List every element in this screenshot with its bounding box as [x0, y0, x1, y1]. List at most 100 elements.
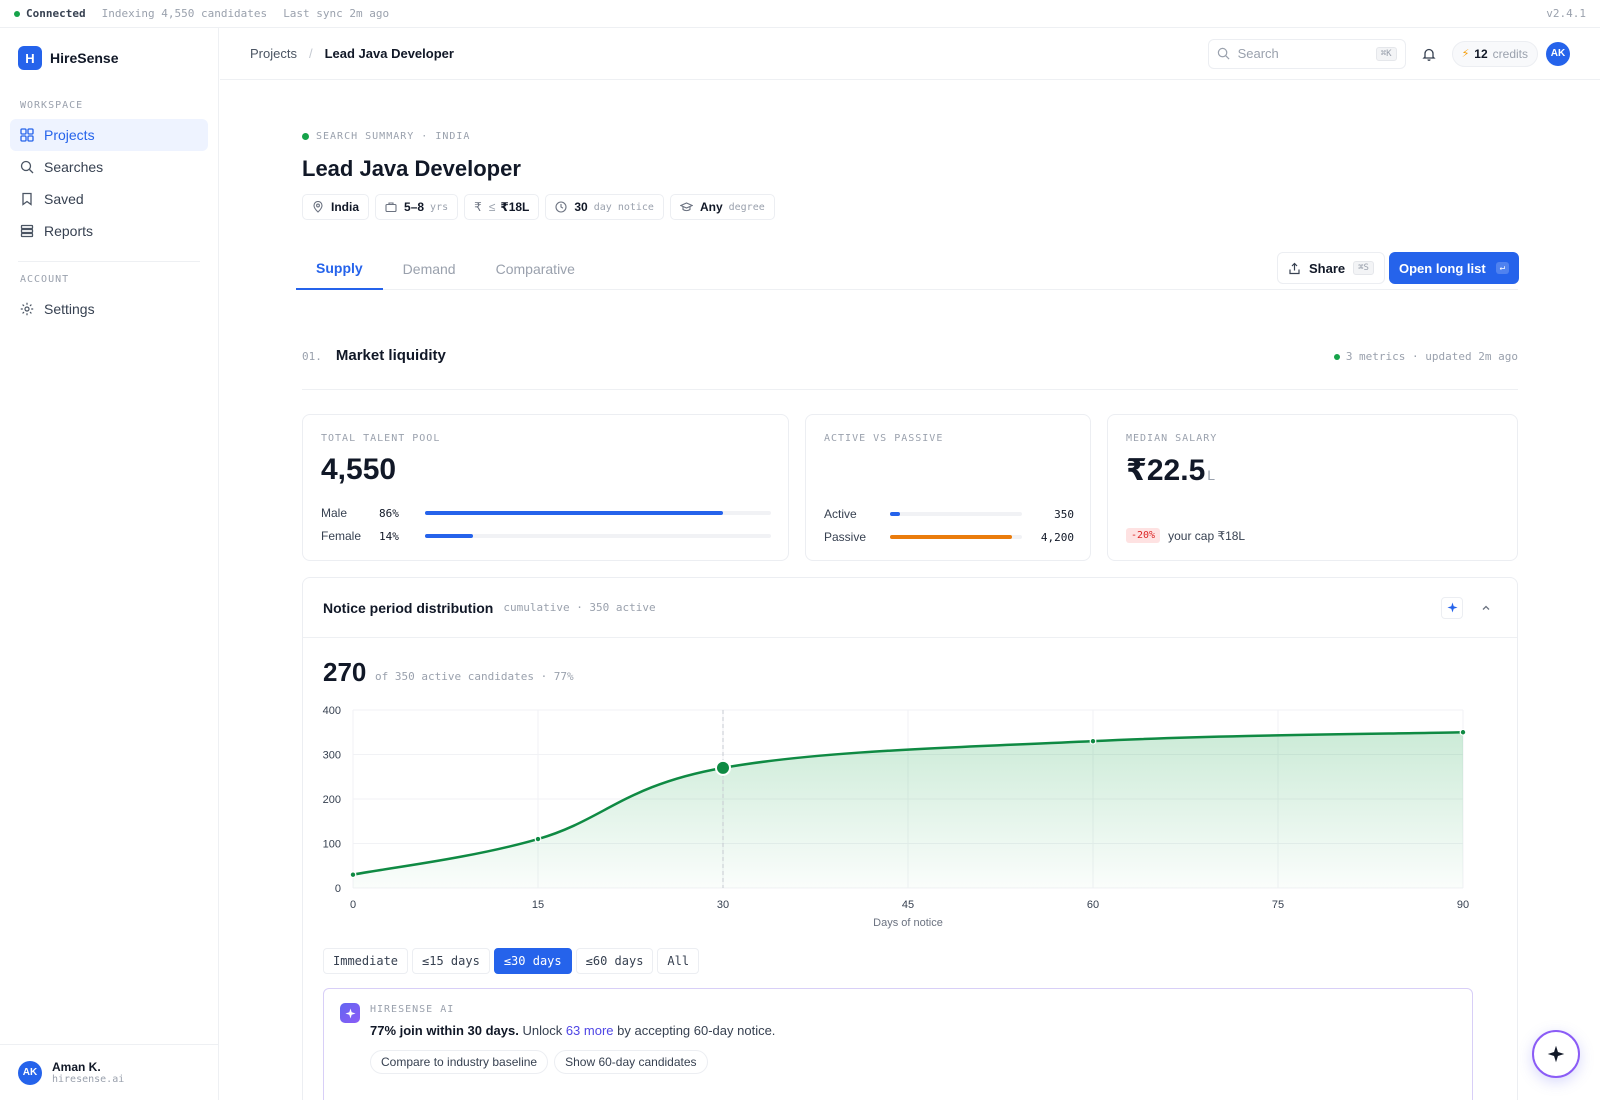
data-point[interactable]: [534, 835, 542, 843]
highlight-point[interactable]: [715, 759, 731, 776]
data-point[interactable]: [1459, 728, 1467, 736]
x-tick-label: 60: [1087, 899, 1099, 911]
connection-status: Connected: [26, 7, 86, 20]
search-input[interactable]: Search ⌘K: [1207, 38, 1406, 69]
chip-experience-value: 5–8: [404, 200, 425, 214]
notice-highlight-caption: of 350 active candidates · 77%: [375, 670, 574, 683]
filter-60-days[interactable]: ≤60 days: [575, 948, 654, 974]
open-long-list-button[interactable]: Open long list ↵: [1389, 252, 1520, 284]
section-number: 01.: [302, 350, 322, 363]
filter-15-days[interactable]: ≤15 days: [412, 948, 490, 974]
notifications-button[interactable]: [1414, 39, 1444, 69]
user-org: hiresense.ai: [52, 1074, 125, 1085]
notice-header: Notice period distribution cumulative · …: [303, 578, 1517, 638]
user-name: Aman K.: [52, 1060, 101, 1074]
breadcrumb-projects[interactable]: Projects: [250, 46, 297, 61]
chip-degree-unit: degree: [728, 201, 765, 213]
graduation-cap-icon: [679, 201, 693, 213]
row-label: Active: [824, 507, 857, 521]
filter-immediate[interactable]: Immediate: [323, 948, 409, 974]
summary-label: SEARCH SUMMARY · INDIA: [302, 131, 470, 142]
user-profile[interactable]: AK Aman K. hiresense.ai: [0, 1044, 218, 1100]
sidebar-item-reports[interactable]: Reports: [10, 215, 208, 247]
summary-label-text: SEARCH SUMMARY · INDIA: [316, 131, 471, 142]
chart-points: [349, 728, 1467, 879]
y-tick-label: 0: [335, 883, 341, 895]
chart-xlabel: Days of notice: [873, 917, 943, 929]
data-point[interactable]: [1089, 737, 1097, 745]
ai-assistant-button[interactable]: [1532, 1030, 1580, 1078]
user-avatar[interactable]: AK: [1546, 41, 1570, 66]
female-progress-track: [425, 534, 771, 538]
row-label: Male: [321, 506, 348, 520]
grid-icon: [20, 128, 34, 142]
tab-supply[interactable]: Supply: [296, 248, 383, 290]
ai-insight-text: 77% join within 30 days. Unlock 63 more …: [370, 1023, 775, 1038]
notice-filters: Immediate ≤15 days ≤30 days ≤60 days All: [323, 948, 703, 974]
filter-30-days[interactable]: ≤30 days: [493, 948, 572, 974]
chart-line: [352, 731, 1464, 876]
collapse-button[interactable]: [1475, 597, 1497, 619]
row-label: Female: [321, 529, 362, 543]
passive-row: Passive 4,200: [824, 530, 1074, 544]
sidebar-item-saved[interactable]: Saved: [10, 183, 208, 215]
brand-logo: H: [18, 46, 42, 70]
search-icon: [20, 160, 34, 174]
section-meta-text: 3 metrics · updated 2m ago: [1345, 350, 1518, 363]
ai-sparkle-icon: [340, 1003, 360, 1023]
sidebar-item-searches[interactable]: Searches: [10, 151, 208, 183]
share-button[interactable]: Share ⌘S: [1277, 252, 1385, 284]
compare-baseline-button[interactable]: Compare to industry baseline: [370, 1050, 549, 1074]
sidebar-item-label: Settings: [44, 301, 95, 317]
chip-salary[interactable]: ₹ ≤ ₹18L: [464, 194, 540, 220]
tab-comparative[interactable]: Comparative: [495, 261, 575, 277]
sidebar-item-label: Reports: [44, 223, 94, 239]
brand[interactable]: H HireSense: [0, 28, 218, 88]
median-salary-card: MEDIAN SALARY ₹22.5 L -20% your cap ₹18L: [1107, 414, 1518, 561]
section-status-dot: [1333, 353, 1340, 360]
criteria-chips: India 5–8 yrs ₹ ≤ ₹18L 30 day notice Any…: [302, 194, 781, 220]
male-progress-track: [425, 511, 771, 515]
x-tick-label: 0: [350, 899, 356, 911]
sparkle-icon: [1446, 602, 1458, 613]
sidebar-item-settings[interactable]: Settings: [10, 293, 208, 325]
topbar: Projects / Lead Java Developer Search ⌘K…: [220, 28, 1600, 80]
section-meta: 3 metrics · updated 2m ago: [1333, 350, 1518, 363]
credits-badge[interactable]: ⚡ 12 credits: [1451, 40, 1538, 67]
talent-pool-value: 4,550: [321, 453, 397, 486]
data-point[interactable]: [349, 871, 357, 879]
chip-experience-unit: yrs: [430, 201, 449, 213]
ai-insight-panel: HIRESENSE AI 77% join within 30 days. Un…: [323, 988, 1473, 1100]
female-progress-fill: [425, 534, 474, 538]
x-tick-label: 75: [1272, 899, 1284, 911]
passive-progress-fill: [890, 535, 1012, 539]
chevron-up-icon: [1482, 605, 1490, 610]
ai-insight-link[interactable]: 63 more: [565, 1023, 614, 1038]
active-progress-fill: [890, 512, 901, 516]
notice-chart: 0 100 200 300 400 0 15 30 45 60 75 90 Days of notic…: [323, 705, 1469, 929]
chip-location[interactable]: India: [302, 194, 370, 220]
chip-notice[interactable]: 30 day notice: [545, 194, 664, 220]
ai-sparkle-button[interactable]: [1441, 596, 1463, 619]
chip-degree[interactable]: Any degree: [669, 194, 775, 220]
breadcrumb-current: Lead Java Developer: [324, 46, 454, 61]
reports-icon: [20, 224, 34, 238]
tab-demand[interactable]: Demand: [402, 261, 456, 277]
sidebar: H HireSense WORKSPACE Projects Searches …: [0, 28, 219, 1100]
lightning-icon: ⚡: [1461, 48, 1470, 60]
pin-icon: [312, 201, 324, 213]
app-version: v2.4.1: [1546, 7, 1586, 20]
sync-status: Last sync 2m ago: [283, 7, 390, 20]
connection-dot: [14, 10, 20, 17]
show-60-day-button[interactable]: Show 60-day candidates: [554, 1050, 708, 1074]
sidebar-divider: [18, 261, 200, 262]
sidebar-item-projects[interactable]: Projects: [10, 119, 208, 151]
salary-delta: -20% your cap ₹18L: [1126, 528, 1245, 543]
view-tabs: Supply Demand Comparative: [296, 248, 1518, 290]
chip-experience[interactable]: 5–8 yrs: [375, 194, 459, 220]
ai-label: HIRESENSE AI: [370, 1004, 455, 1015]
search-placeholder: Search: [1237, 46, 1279, 61]
salary-amount: ₹22.5: [1126, 454, 1206, 487]
y-tick-label: 100: [323, 839, 341, 851]
filter-all[interactable]: All: [657, 948, 700, 974]
